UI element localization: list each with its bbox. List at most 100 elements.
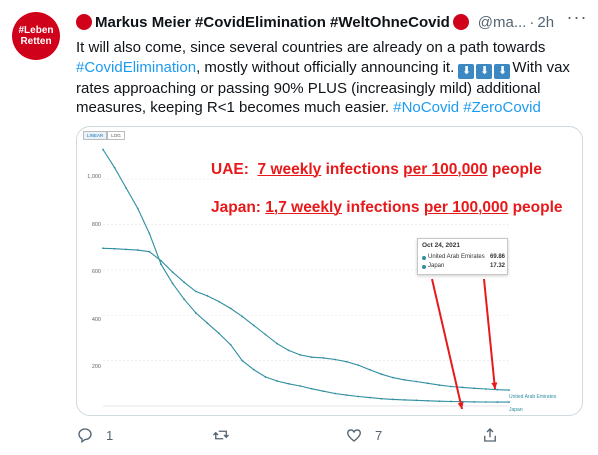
series-line-japan (102, 149, 509, 403)
down-arrow-emoji-icon: ⬇ (494, 63, 511, 79)
y-tick-label: 1,000 (87, 174, 101, 180)
data-point (438, 400, 441, 403)
data-point (450, 400, 452, 403)
share-button[interactable] (481, 422, 499, 448)
more-options-icon[interactable]: ··· (566, 7, 588, 27)
tweet-text-part1: It will also come, since several countri… (76, 39, 546, 56)
data-point (160, 263, 162, 266)
data-point (218, 300, 220, 303)
data-point (276, 380, 278, 382)
red-arrow-japan (431, 278, 464, 410)
hashtag-zerocovid-link[interactable]: #ZeroCovid (463, 99, 541, 116)
data-point (252, 368, 255, 371)
scale-toggle: LINEAR LOG (83, 131, 125, 140)
data-point (102, 148, 104, 151)
avatar[interactable]: #Leben Retten (12, 12, 60, 60)
author-name[interactable]: Markus Meier #CovidElimination #WeltOhne… (95, 13, 450, 31)
data-point (380, 373, 383, 376)
tweet-image-chart[interactable]: LINEAR LOG 1,000 800 600 400 200 UAE: 7 … (76, 126, 583, 416)
down-arrow-emoji-icon: ⬇ (458, 63, 475, 79)
y-tick-label: 800 (91, 222, 101, 228)
data-point (310, 387, 313, 390)
data-point (357, 364, 360, 367)
data-point (264, 376, 267, 378)
data-point (171, 271, 174, 273)
down-arrow-emoji-icon: ⬇ (476, 63, 493, 79)
hashtag-covidelimination-link[interactable]: #CovidElimination (76, 58, 197, 76)
retweet-button[interactable] (212, 422, 242, 448)
data-point (148, 250, 151, 253)
linear-toggle: LINEAR (83, 131, 108, 140)
like-count: 7 (375, 427, 383, 443)
data-point (426, 382, 429, 385)
separator-dot: · (529, 13, 535, 31)
data-point (345, 394, 348, 397)
data-point (461, 400, 464, 403)
data-point (206, 295, 209, 297)
data-point (206, 322, 209, 325)
data-point (403, 398, 406, 401)
tweet-actions: 1 7 (76, 422, 506, 448)
data-point (461, 386, 464, 389)
data-point (484, 388, 487, 390)
data-point (334, 392, 336, 395)
data-point (392, 376, 394, 379)
tweet-header: Markus Meier #CovidElimination #WeltOhne… (76, 12, 566, 32)
annotation-japan: Japan: 1,7 weekly infections per 100,000… (211, 199, 563, 216)
data-point (287, 349, 290, 352)
red-circle-emoji-icon (76, 14, 92, 30)
tweet-timestamp[interactable]: 2h (537, 13, 555, 31)
line-chart (102, 148, 510, 410)
series-line-uae (102, 247, 510, 391)
data-point (368, 396, 371, 399)
data-point (194, 312, 197, 314)
data-point (415, 399, 418, 402)
data-point (473, 387, 476, 390)
hashtag-nocovid-link[interactable]: #NoCovid (393, 99, 460, 116)
data-point (426, 399, 429, 402)
series-dot-icon (422, 265, 426, 269)
data-point (136, 207, 139, 210)
red-arrow-uae (483, 278, 498, 390)
tweet-text-part3: With vax rates approaching or passing 90… (76, 58, 570, 117)
data-point (299, 354, 302, 356)
data-point (160, 259, 162, 262)
data-point (450, 385, 452, 388)
data-point (473, 401, 476, 403)
data-point (229, 343, 232, 346)
data-point (113, 247, 116, 250)
data-point (438, 384, 441, 387)
data-point (241, 315, 244, 318)
data-point (125, 248, 128, 251)
data-point (287, 382, 290, 385)
data-point (368, 368, 371, 371)
annotation-uae: UAE: 7 weekly infections per 100,000 peo… (211, 161, 542, 178)
series-end-label-uae: United Arab Emirates (509, 394, 557, 400)
data-point (322, 390, 325, 393)
tweet-text: It will also come, since several countri… (76, 38, 576, 118)
tooltip-row: Japan 17.32 (422, 263, 505, 271)
data-point (380, 397, 383, 400)
share-icon (484, 428, 496, 442)
reply-count: 1 (106, 427, 114, 443)
reply-button[interactable]: 1 (76, 422, 113, 448)
data-point (183, 281, 186, 284)
avatar-text-line1: #Leben (18, 25, 54, 36)
data-point (136, 249, 139, 251)
data-point (148, 232, 151, 235)
series-dot-icon (422, 256, 426, 260)
y-tick-label: 400 (91, 317, 101, 323)
avatar-text-line2: Retten (20, 36, 52, 47)
like-button[interactable]: 7 (345, 422, 382, 448)
author-handle[interactable]: @ma... (477, 13, 527, 31)
data-point (403, 379, 406, 381)
data-point (276, 342, 278, 345)
data-point (125, 187, 128, 190)
tooltip-row: United Arab Emirates 69.86 (422, 254, 505, 262)
tweet-text-part2: , mostly without officially announcing i… (196, 58, 459, 76)
data-point (357, 395, 360, 398)
data-point (113, 166, 116, 169)
heart-icon (347, 429, 361, 442)
data-point (508, 389, 510, 392)
data-point (264, 333, 267, 336)
